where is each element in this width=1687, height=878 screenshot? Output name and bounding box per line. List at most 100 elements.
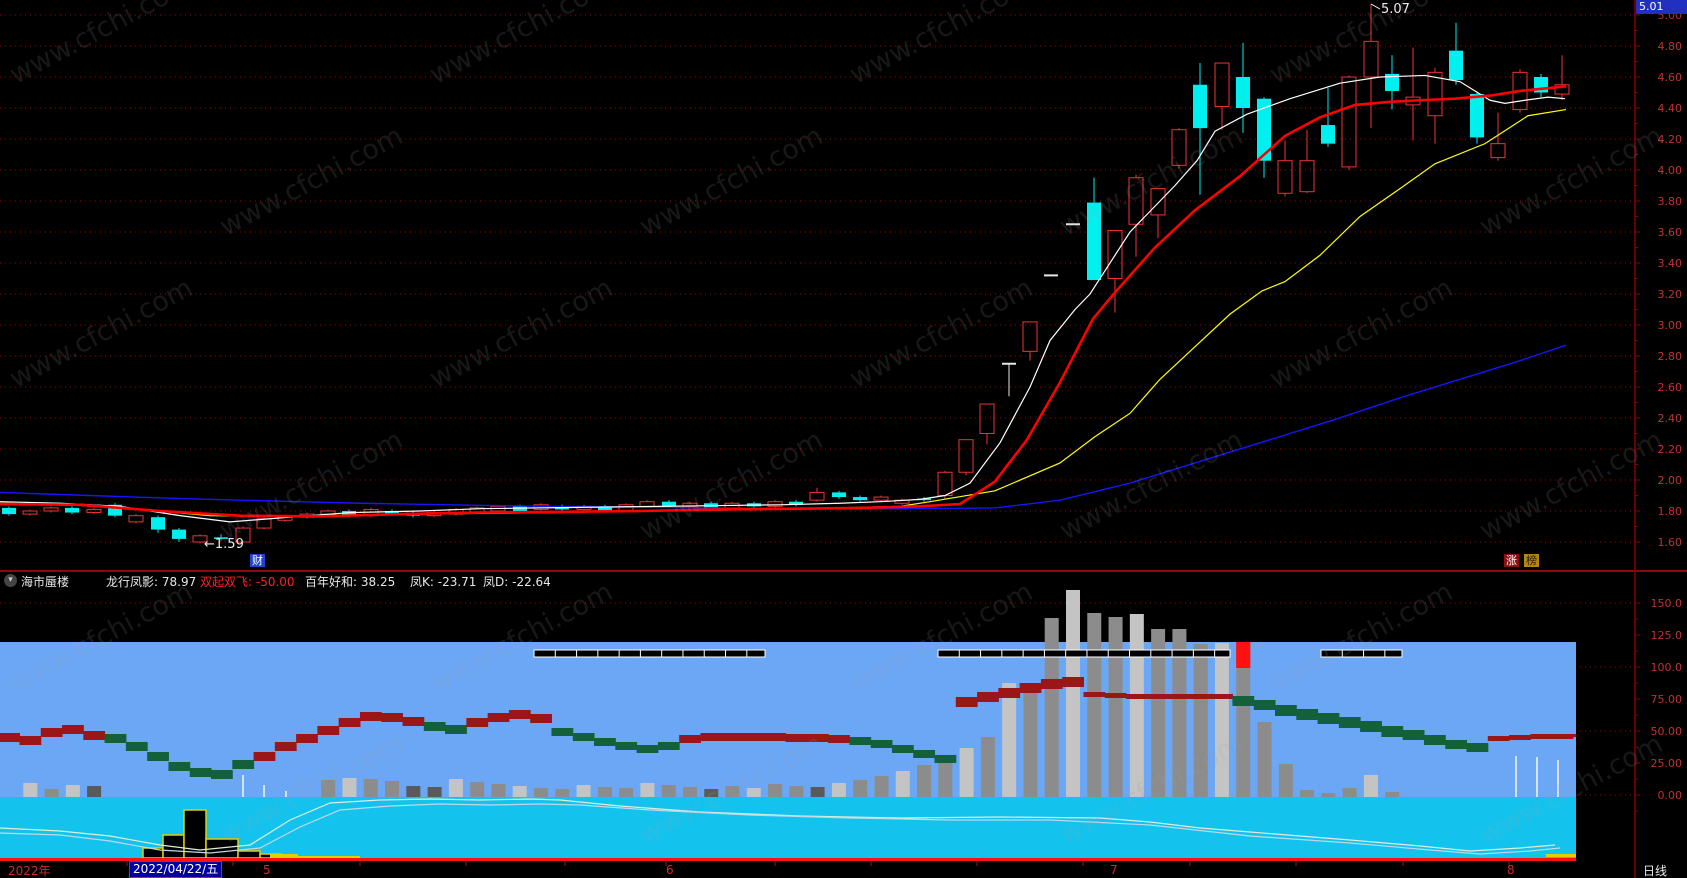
candle-up <box>128 515 144 523</box>
candle-down <box>2 507 16 515</box>
price-axis-label: 2.60 <box>1658 381 1683 394</box>
ribbon-segment <box>849 737 872 745</box>
price-axis-label: 3.00 <box>1658 319 1683 332</box>
ribbon-segment <box>1253 700 1276 710</box>
ribbon-segment <box>955 697 978 707</box>
candle-up <box>1277 160 1293 194</box>
ribbon-segment <box>104 734 127 743</box>
signal-sliver <box>1546 854 1576 857</box>
zhang-badge[interactable]: 涨 <box>1504 554 1519 567</box>
candle-up <box>873 496 889 501</box>
cai-badge[interactable]: 财 <box>250 554 265 567</box>
indicator-name[interactable]: 海市蜃楼 <box>21 575 70 589</box>
volume-bar <box>597 787 612 797</box>
volume-bar <box>640 783 655 797</box>
candle-up <box>192 535 208 543</box>
candle-up <box>1341 76 1357 168</box>
volume-bar <box>810 787 825 797</box>
price-axis-label: 3.40 <box>1658 257 1683 270</box>
ribbon-segment <box>466 718 489 727</box>
ribbon-segment <box>296 734 318 743</box>
indicator-panel-area[interactable] <box>0 590 1635 858</box>
price-axis-label: 3.60 <box>1658 226 1683 239</box>
volume-bar <box>1023 690 1038 797</box>
candle-down <box>853 497 867 501</box>
ribbon-segment <box>1083 692 1106 697</box>
volume-bar <box>853 780 868 797</box>
ribbon-segment <box>125 742 148 751</box>
chevron-down-icon[interactable]: ▾ <box>4 574 17 587</box>
indicator-axis-label: 25.00 <box>1651 757 1683 770</box>
candle-down <box>214 537 228 539</box>
candle-down <box>172 529 186 539</box>
volume-bar <box>576 785 591 797</box>
volume-bar <box>1151 629 1166 797</box>
volume-bar <box>789 786 804 797</box>
ribbon-segment <box>211 770 233 779</box>
ribbon-segment <box>1360 721 1382 732</box>
ribbon-segment <box>487 713 510 722</box>
volume-bar <box>619 788 634 797</box>
flat-marker-bar <box>1320 649 1403 658</box>
ribbon-segment <box>572 733 595 741</box>
ribbon-segment <box>274 742 297 751</box>
period-label[interactable]: 日线 <box>1643 864 1668 878</box>
volume-bar <box>448 779 463 797</box>
candle-up <box>1150 188 1166 216</box>
ribbon-segment <box>870 740 893 748</box>
candle-down <box>1385 73 1399 91</box>
year-label[interactable]: 2022年 <box>8 864 51 878</box>
main-chart-area[interactable] <box>0 0 1635 570</box>
volume-bar <box>87 786 102 797</box>
volume-bar <box>555 789 570 797</box>
ribbon-segment <box>1571 734 1576 737</box>
indicator-axis-label: 0.00 <box>1658 789 1683 802</box>
ribbon-segment <box>679 735 701 743</box>
signal-sliver <box>270 854 298 858</box>
volume-bar <box>1342 788 1357 797</box>
high-marker-pointer <box>1370 3 1381 10</box>
ribbon-segment <box>1423 735 1446 745</box>
candle-down <box>662 501 676 507</box>
price-axis-label: 3.80 <box>1658 195 1683 208</box>
candle-up <box>1214 62 1230 107</box>
volume-bar <box>385 781 400 797</box>
month-label: 8 <box>1507 863 1515 877</box>
ma-line-white <box>0 74 1566 523</box>
volume-bar <box>661 785 676 797</box>
ribbon-segment <box>402 717 425 726</box>
volume-bar <box>23 783 38 797</box>
ribbon-segment <box>317 726 340 735</box>
ma-line-blue <box>0 344 1567 510</box>
price-axis-label: 2.00 <box>1658 474 1683 487</box>
bang-badge[interactable]: 榜 <box>1524 554 1539 567</box>
candle-up <box>1171 129 1187 166</box>
candle-up <box>979 403 995 434</box>
ribbon-segment <box>806 734 829 742</box>
ribbon-segment <box>189 768 212 777</box>
candle-up <box>1128 177 1144 225</box>
candle-down <box>1321 125 1335 144</box>
price-axis-label: 4.40 <box>1658 102 1683 115</box>
ribbon-segment <box>1381 726 1404 737</box>
indicator-field: 凤K: -23.71 <box>410 575 477 589</box>
candle-up <box>43 507 59 512</box>
ribbon-segment <box>359 712 382 721</box>
candle-up <box>958 439 974 473</box>
candle-up <box>1022 321 1038 352</box>
indicator-axis-label: 125.0 <box>1651 629 1683 642</box>
ribbon-segment <box>423 722 446 731</box>
volume-bar <box>406 786 421 797</box>
ribbon-segment <box>1189 694 1212 699</box>
ribbon-segment <box>338 718 361 727</box>
ribbon-segment <box>1487 736 1510 741</box>
candle-down <box>65 507 79 513</box>
volume-bar <box>1066 590 1080 797</box>
volume-bar <box>534 788 548 797</box>
indicator-header: ▾ 海市蜃楼 龙行凤影: 78.97 双起双飞: -50.00 百年好和: 38… <box>0 571 1687 589</box>
ribbon-segment <box>19 736 42 745</box>
candle-up <box>1299 160 1315 193</box>
ribbon-segment <box>977 692 999 702</box>
ribbon-segment <box>232 760 255 769</box>
